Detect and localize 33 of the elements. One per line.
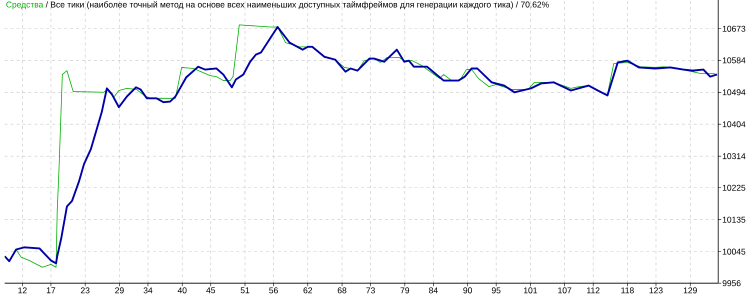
x-tick-label: 107 [558, 287, 572, 294]
x-tick-label: 40 [178, 287, 187, 294]
y-tick-label: 10673 [722, 26, 746, 32]
x-tick-label: 123 [650, 287, 663, 294]
x-tick-label: 29 [115, 287, 124, 294]
y-tick-label: 10494 [722, 89, 746, 96]
x-tick-label: 17 [46, 287, 56, 294]
x-tick-label: 68 [338, 287, 346, 294]
x-tick-label: 34 [144, 287, 152, 294]
y-tick-label: 10135 [722, 216, 746, 223]
x-tick-label: 51 [240, 287, 250, 294]
y-tick-label: 10314 [722, 153, 746, 160]
x-tick-label: 23 [80, 287, 90, 294]
y-tick-label: 10045 [722, 248, 746, 255]
x-tick-label: 73 [366, 287, 375, 294]
x-tick-label: 45 [206, 287, 216, 294]
x-tick-label: 90 [463, 287, 472, 294]
x-tick-label: 118 [621, 287, 634, 294]
y-tick-label: 10404 [722, 121, 746, 128]
x-tick-label: 84 [429, 287, 438, 294]
x-tick-label: 129 [684, 287, 697, 294]
x-tick-label: 56 [269, 287, 278, 294]
x-tick-label: 101 [524, 287, 538, 294]
x-tick-label: 12 [18, 287, 27, 294]
x-tick-label: 95 [492, 287, 501, 294]
y-tick-label: 9956 [722, 280, 741, 286]
chart-title: / Все тики (наиболее точный метод на основе всех наименьших доступных таймфреймов для генерации каждого тика) / 70.62% [46, 1, 549, 10]
y-tick-label: 10584 [722, 57, 746, 64]
x-tick-label: 79 [400, 287, 410, 294]
x-tick-label: 112 [587, 287, 600, 294]
y-tick-label: 10225 [722, 184, 746, 191]
text: Средства [6, 2, 44, 10]
x-tick-label: 62 [304, 287, 312, 294]
